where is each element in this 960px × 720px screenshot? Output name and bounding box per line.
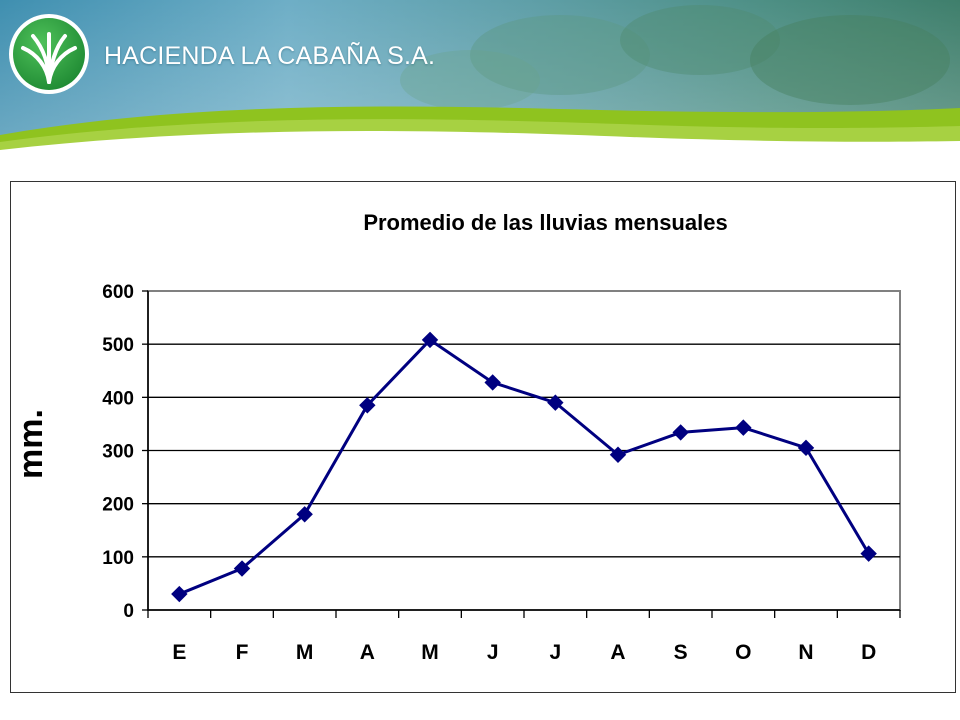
palm-leaf-logo-icon xyxy=(9,14,89,94)
data-point-marker xyxy=(860,545,877,562)
banner-background xyxy=(0,0,960,150)
data-point-marker xyxy=(359,397,376,414)
y-tick-label: 600 xyxy=(102,282,134,303)
x-tick-label: J xyxy=(487,641,499,664)
header-banner: HACIENDA LA CABAÑA S.A. xyxy=(0,0,960,150)
x-tick-label: A xyxy=(610,641,625,664)
x-tick-label: F xyxy=(236,641,249,664)
x-tick-label: N xyxy=(798,641,813,664)
data-point-marker xyxy=(296,506,313,523)
x-tick-label: M xyxy=(296,641,314,664)
x-tick-label: M xyxy=(421,641,439,664)
x-tick-label: A xyxy=(360,641,375,664)
y-tick-label: 300 xyxy=(102,442,134,463)
x-tick-label: S xyxy=(674,641,688,664)
y-tick-label: 100 xyxy=(102,548,134,569)
y-tick-label: 400 xyxy=(102,388,134,409)
data-point-marker xyxy=(672,424,689,441)
x-tick-label: J xyxy=(549,641,561,664)
data-point-marker xyxy=(547,394,564,411)
data-point-marker xyxy=(735,419,752,436)
y-tick-label: 0 xyxy=(123,601,134,622)
line-chart: 0 100 200 300 400 500 600 E F M A M J J A S O N D xyxy=(102,282,901,664)
chart-title: Promedio de las lluvias mensuales xyxy=(363,210,728,235)
data-point-marker xyxy=(233,560,251,577)
data-point-marker xyxy=(797,439,815,457)
brand-name: HACIENDA LA CABAÑA S.A. xyxy=(104,42,436,70)
data-point-marker xyxy=(484,374,501,391)
data-point-marker xyxy=(609,446,627,463)
x-tick-label: D xyxy=(861,641,876,664)
y-tick-label: 500 xyxy=(102,335,134,356)
series-line xyxy=(178,338,870,596)
x-tick-label: E xyxy=(172,641,186,664)
x-tick-label: O xyxy=(735,641,751,664)
data-point-marker xyxy=(421,331,439,349)
y-tick-label: 200 xyxy=(102,495,134,516)
data-point-marker xyxy=(171,585,188,603)
